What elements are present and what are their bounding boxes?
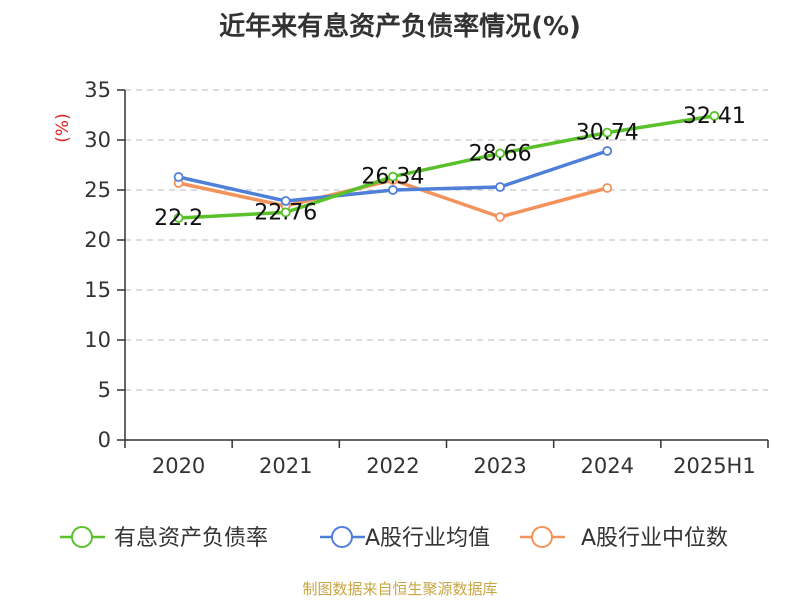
legend-marker-1 [331,526,353,548]
x-tick-label-2023: 2023 [473,454,526,478]
series-0-point-2021 [280,207,291,218]
series-0-point-2025H1 [709,111,720,121]
data-label-2024: 30.74 [576,121,639,146]
data-label-2022: 26.34 [361,165,424,190]
data-labels: 22.2 22.76 26.34 28.66 30.74 32.41 [154,104,746,231]
y-tick-label-0: 0 [98,428,111,452]
data-label-2021: 22.76 [254,200,317,225]
series-line-0 [178,114,715,220]
legend-marker-2 [531,526,553,548]
series-0-point-2023 [495,148,505,159]
series-1-point-2022 [388,185,398,195]
series-group [173,111,720,223]
chart-title: 近年来有息资产负债率情况(%) [219,12,581,42]
series-2-point-2023 [495,212,505,222]
x-tick-label-2021: 2021 [259,454,312,478]
x-tick-label-2024: 2024 [581,454,634,478]
legend-label-1: A股行业均值 [365,526,490,551]
data-label-2025H1: 32.41 [683,104,746,129]
series-0-point-2024 [602,127,613,138]
y-axis-unit: (%) [53,113,73,142]
x-tick-label-2020: 2020 [152,454,205,478]
gridlines [125,89,768,391]
data-label-2020: 22.2 [154,206,203,231]
y-tick-label-20: 20 [84,228,111,252]
y-tick-label-5: 5 [98,378,111,402]
legend-marker-0 [71,526,93,548]
series-2-point-2024 [602,183,613,193]
series-1-point-2023 [495,182,505,192]
legend-label-2: A股行业中位数 [581,526,728,551]
x-tick-label-2022: 2022 [366,454,419,478]
y-tick-label-15: 15 [84,278,111,302]
source-note: 制图数据来自恒生聚源数据库 [302,580,498,598]
series-0-point-2022 [388,171,398,182]
series-1-point-2021 [280,196,291,206]
series-0-point-2020 [173,213,184,223]
series-1-point-2020 [173,172,184,182]
y-tick-label-25: 25 [84,178,111,202]
y-tick-label-35: 35 [84,78,111,102]
axes: 0 5 10 15 20 25 30 35 2020 2021 2022 2023 2024 2025H1 [84,78,769,478]
y-tick-label-30: 30 [84,128,111,152]
legend-label-0: 有息资产负债率 [114,526,268,551]
series-1-point-2024 [602,146,613,156]
y-tick-label-10: 10 [84,328,111,352]
legend: 有息资产负债率 A股行业均值 A股行业中位数 [60,526,728,551]
x-tick-label-2025H1: 2025H1 [673,454,756,478]
data-label-2023: 28.66 [469,141,532,166]
